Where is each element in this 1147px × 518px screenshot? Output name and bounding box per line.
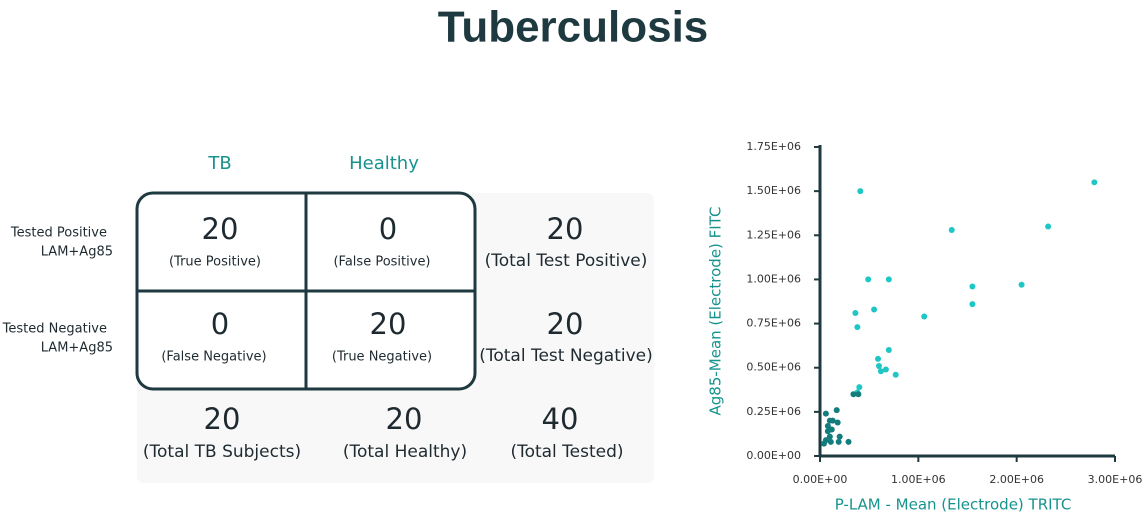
point	[826, 433, 833, 440]
y-tick-label: 0.75E+06	[746, 317, 801, 330]
point	[824, 422, 831, 429]
cell-value: 0	[379, 212, 397, 246]
cell-value: 20	[370, 307, 407, 341]
point	[835, 438, 842, 445]
point	[876, 362, 882, 369]
point	[857, 188, 864, 195]
total-caption: (Total Test Positive)	[485, 251, 648, 271]
column-header: Healthy	[349, 153, 419, 174]
row-label: Tested Negative	[2, 322, 107, 337]
point	[828, 426, 835, 433]
point	[865, 276, 872, 283]
cell-caption: (True Negative)	[332, 350, 432, 365]
y-tick-label: 0.25E+06	[746, 405, 801, 418]
y-tick-label: 1.50E+06	[746, 184, 801, 197]
point	[875, 355, 882, 362]
point	[1045, 223, 1052, 230]
point	[845, 438, 852, 445]
x-tick-label: 0.00E+00	[793, 473, 848, 486]
point	[885, 347, 892, 354]
y-tick-label: 0.00E+00	[746, 449, 801, 462]
point	[882, 366, 889, 373]
cell-caption: (False Negative)	[161, 350, 266, 365]
cell-value: 0	[211, 307, 229, 341]
point	[921, 313, 928, 320]
point	[833, 407, 840, 414]
x-axis-label: P-LAM - Mean (Electrode) TRITC	[835, 496, 1072, 514]
cell-caption: (False Positive)	[333, 255, 430, 270]
point	[969, 283, 976, 290]
point	[854, 324, 861, 331]
title: Tuberculosis	[438, 3, 709, 52]
total-caption: (Total Tested)	[510, 442, 623, 462]
y-tick-label: 1.25E+06	[746, 228, 801, 241]
point	[836, 433, 843, 440]
row-label: LAM+Ag85	[41, 341, 113, 356]
point	[885, 276, 892, 283]
total-value: 20	[547, 307, 584, 341]
point	[852, 309, 859, 316]
y-tick-label: 1.00E+06	[746, 272, 801, 285]
y-axis-label: Ag85-Mean (Electrode) FITC	[707, 207, 725, 416]
x-tick-label: 3.00E+06	[1088, 473, 1143, 486]
point	[892, 371, 899, 378]
point	[969, 301, 976, 308]
point	[827, 438, 834, 445]
x-tick-label: 2.00E+06	[989, 473, 1044, 486]
point	[850, 391, 857, 398]
total-caption: (Total Healthy)	[343, 442, 467, 462]
total-value: 20	[386, 402, 423, 436]
point	[834, 419, 841, 426]
point	[948, 226, 955, 233]
point	[822, 410, 829, 417]
point	[856, 384, 863, 391]
y-tick-label: 1.75E+06	[746, 140, 801, 153]
total-value: 20	[204, 402, 241, 436]
point	[871, 306, 878, 313]
cell-caption: (True Positive)	[169, 255, 261, 270]
y-tick-label: 0.50E+06	[746, 361, 801, 374]
row-label: LAM+Ag85	[41, 245, 113, 260]
total-caption: (Total Test Negative)	[479, 346, 653, 366]
total-caption: (Total TB Subjects)	[143, 442, 301, 462]
point	[877, 368, 884, 375]
x-tick-label: 1.00E+06	[891, 473, 946, 486]
cell-value: 20	[202, 212, 239, 246]
point	[1091, 179, 1098, 186]
point	[829, 417, 836, 424]
point	[1018, 281, 1025, 288]
row-label: Tested Positive	[10, 226, 107, 241]
scatter-plot: 0.00E+00 0.25E+06 0.50E+06 0.75E+06 1.00E+06…	[746, 140, 1142, 486]
total-value: 40	[542, 402, 579, 436]
total-value: 20	[547, 212, 584, 246]
column-header: TB	[207, 153, 231, 174]
point	[855, 391, 862, 398]
point	[820, 440, 827, 447]
